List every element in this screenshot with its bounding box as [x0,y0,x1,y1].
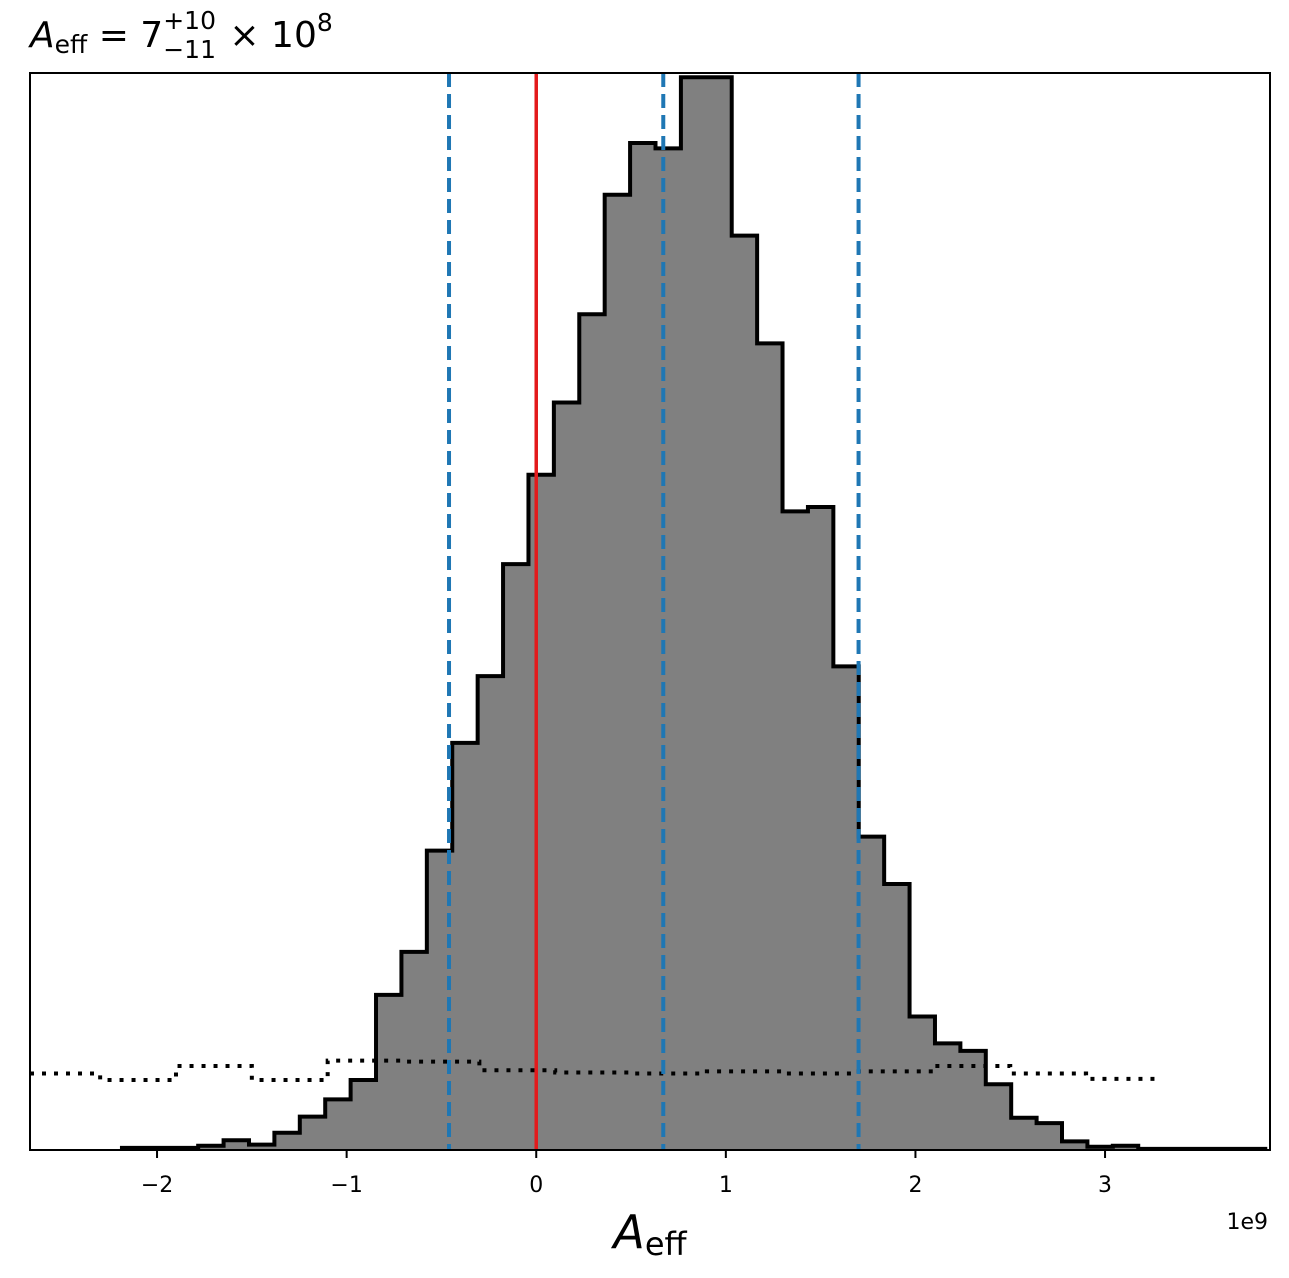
histogram-bar [706,77,733,1151]
x-tick-label: −2 [141,1173,173,1198]
x-axis-label: Aeff [610,1205,687,1263]
x-tick-label: −1 [330,1173,362,1198]
histogram-bar [528,474,555,1150]
histogram-bar [350,1079,377,1150]
histogram-bar [503,564,529,1150]
histogram-bar [223,1140,250,1150]
histogram-bar [401,951,428,1150]
histogram-bar [731,235,758,1150]
histogram-bar [1112,1145,1139,1150]
histogram-bar [884,883,911,1150]
title-times: × 10 [218,15,317,56]
histogram-bar [477,676,504,1150]
x-tick-label: 1 [719,1173,733,1198]
histogram-bar [782,511,809,1150]
histogram-bar [833,666,860,1150]
plot-frame [29,72,1271,1151]
histogram-bar [680,77,707,1151]
histogram-bar [630,143,656,1150]
title-equals: = 7 [87,15,163,56]
x-tick-label: 2 [908,1173,922,1198]
histogram-outline [119,75,1268,1151]
x-axis-ticks: −2 −1 0 1 2 3 [141,1150,1112,1198]
histogram-bar [376,994,402,1150]
histogram-bar [985,1084,1012,1150]
histogram-bar [604,194,631,1151]
histogram-bar [198,1145,225,1150]
histogram-bar [553,402,580,1150]
title-subscript: −11 [163,35,216,64]
histogram-bar [452,742,479,1150]
histogram-bar [909,1016,936,1150]
histogram-bar [858,836,885,1150]
histogram-bar [274,1132,301,1150]
x-tick-label: 0 [529,1173,543,1198]
x-axis-label-subscript: eff [645,1225,688,1263]
x-axis-label-symbol: A [610,1205,644,1259]
histogram-bar [299,1116,326,1150]
title-superscript: +10 [163,6,216,35]
histogram-bar [1011,1117,1038,1150]
chart-title: Aeff = 7+10 −11 × 108 [28,6,333,64]
x-tick-label: 3 [1098,1173,1112,1198]
histogram-bars [121,77,1266,1151]
histogram-bar [325,1099,352,1150]
title-exponent: 8 [317,8,333,37]
histogram-bar [248,1144,275,1150]
histogram-bar [934,1043,961,1150]
prior-step-line [30,1058,1162,1082]
histogram-bar [655,148,682,1150]
title-symbol: A [28,15,55,56]
plot-area [29,72,1271,1151]
quantile-lines [447,73,861,1150]
histogram-bar [757,343,784,1150]
histogram-bar [1036,1123,1063,1150]
x-axis-offset-label: 1e9 [1226,1210,1268,1235]
title-symbol-subscript: eff [55,30,88,59]
histogram-bar [807,507,834,1150]
histogram-bar [1062,1141,1088,1150]
histogram-bar [579,314,606,1150]
